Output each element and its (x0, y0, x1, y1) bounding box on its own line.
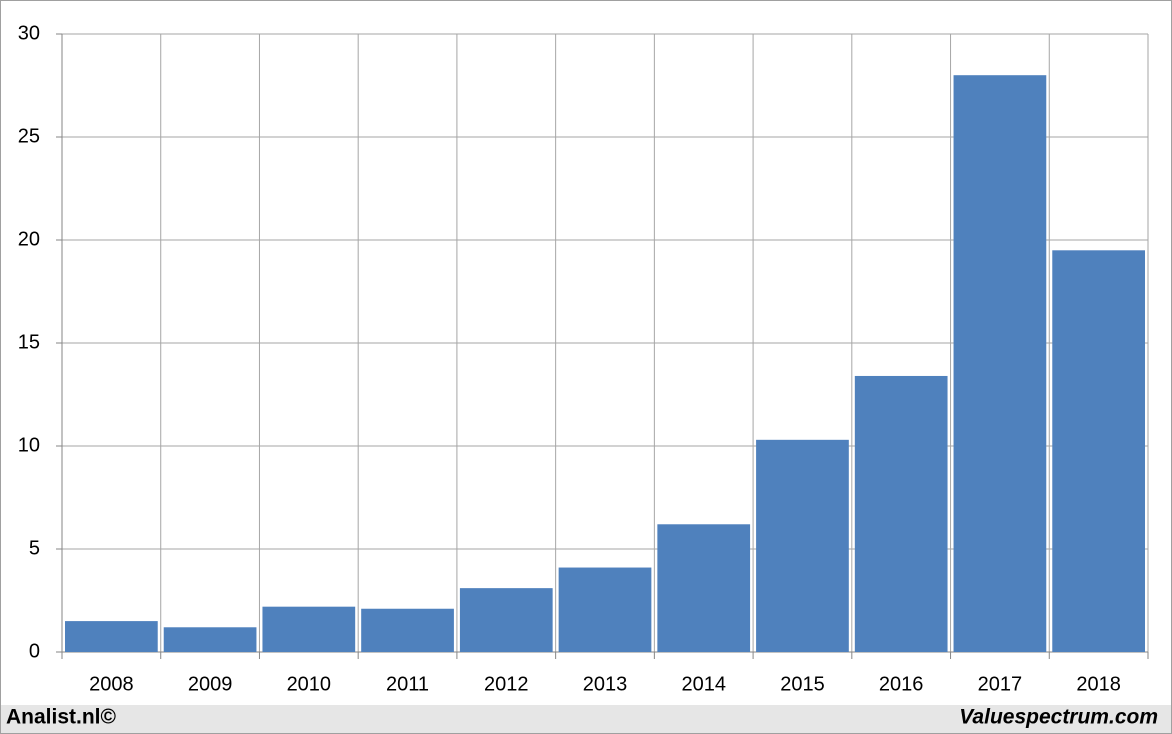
y-tick-label: 20 (18, 228, 40, 250)
x-tick-label: 2015 (780, 673, 825, 695)
bar (459, 588, 553, 652)
bar (1052, 250, 1145, 653)
bar (756, 439, 849, 652)
x-tick-label: 2008 (89, 673, 134, 695)
bar (361, 608, 454, 652)
bar (558, 567, 652, 652)
x-tick-label: 2009 (188, 673, 233, 695)
bar (657, 524, 751, 652)
y-tick-label: 15 (18, 331, 40, 353)
bar (65, 621, 158, 652)
y-tick-label: 5 (29, 537, 40, 559)
x-tick-label: 2017 (978, 673, 1023, 695)
bar (262, 606, 356, 652)
footer-band (1, 705, 1171, 733)
x-tick-label: 2016 (879, 673, 924, 695)
y-tick-label: 30 (18, 22, 40, 44)
y-tick-label: 25 (18, 125, 40, 147)
x-tick-label: 2011 (386, 673, 429, 695)
x-tick-label: 2012 (484, 673, 529, 695)
y-tick-label: 10 (18, 434, 40, 456)
x-tick-label: 2010 (287, 673, 332, 695)
x-tick-label: 2014 (681, 673, 726, 695)
footer-right: Valuespectrum.com (959, 706, 1158, 729)
x-tick-label: 2013 (583, 673, 628, 695)
bar (953, 75, 1047, 652)
bar (163, 627, 257, 652)
footer-left: Analist.nl© (6, 706, 117, 729)
y-tick-label: 0 (29, 640, 40, 662)
bar (854, 375, 948, 652)
x-tick-label: 2018 (1076, 673, 1121, 695)
